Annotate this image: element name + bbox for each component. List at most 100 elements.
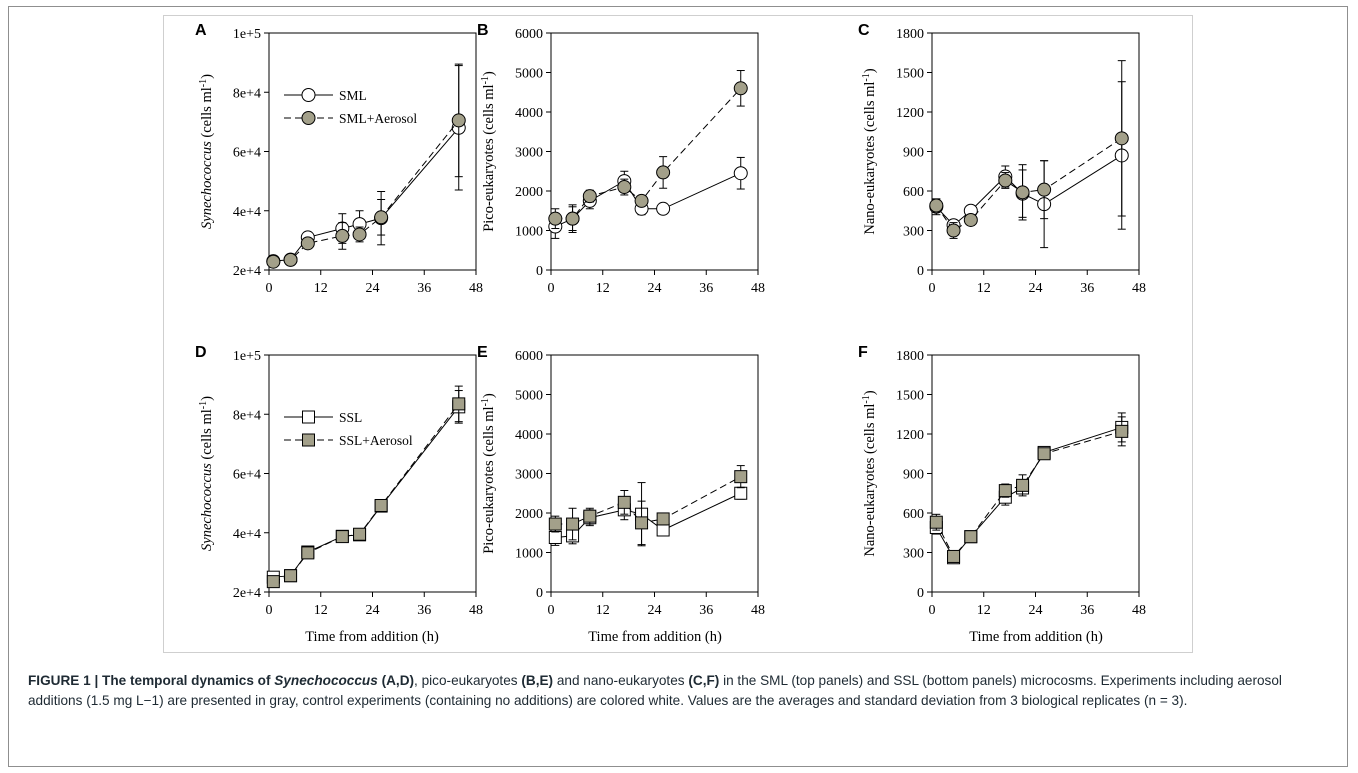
data-point-a: [335, 228, 350, 243]
data-point-c: [946, 223, 961, 238]
x-tick-label-d: 0: [266, 603, 273, 618]
legend-marker-d: [302, 410, 315, 424]
data-point-a: [374, 210, 389, 225]
x-tick-label-e: 12: [596, 603, 610, 618]
data-point-b: [733, 81, 748, 96]
panel-letter-a: A: [195, 22, 207, 39]
data-point-b: [656, 165, 671, 180]
data-point-c: [1114, 131, 1129, 146]
x-tick-label-b: 24: [648, 281, 662, 296]
x-tick-label-c: 24: [1029, 281, 1043, 296]
legend-label-a: SML+Aerosol: [339, 111, 417, 126]
data-point-e: [734, 486, 748, 500]
y-tick-label-e: 6000: [515, 349, 543, 364]
y-tick-label-e: 3000: [515, 468, 543, 483]
y-tick-label-f: 1500: [896, 389, 924, 404]
x-tick-label-f: 48: [1132, 603, 1146, 618]
x-tick-label-c: 0: [929, 281, 936, 296]
y-tick-label-e: 4000: [515, 428, 543, 443]
y-tick-label-f: 900: [903, 468, 924, 483]
y-tick-label-f: 600: [903, 507, 924, 522]
x-tick-label-f: 36: [1080, 603, 1094, 618]
y-axis-label-d: Synechococcus (cells ml-1): [198, 396, 215, 551]
x-tick-label-f: 24: [1029, 603, 1043, 618]
data-point-b: [548, 211, 563, 226]
data-point-c: [929, 198, 944, 213]
x-tick-label-f: 0: [929, 603, 936, 618]
y-tick-label-a: 6e+4: [233, 146, 261, 161]
x-tick-label-c: 36: [1080, 281, 1094, 296]
y-tick-label-e: 2000: [515, 507, 543, 522]
x-tick-label-b: 12: [596, 281, 610, 296]
panel-a: A 0 12 24 36 48 2e+4 4e+4 6e+4 8e+4 1e+5 Synechococ…: [195, 22, 483, 296]
data-point-e: [617, 495, 631, 509]
data-point-d: [353, 527, 367, 541]
y-tick-label-a: 4e+4: [233, 205, 261, 220]
caption-taxon: Synechococcus: [274, 673, 378, 688]
x-tick-label-b: 36: [699, 281, 713, 296]
data-point-c: [1015, 185, 1030, 200]
data-point-c: [998, 173, 1013, 188]
y-tick-label-d: 6e+4: [233, 468, 261, 483]
legend-marker-d: [302, 433, 315, 447]
x-tick-label-a: 12: [314, 281, 328, 296]
y-tick-label-d: 4e+4: [233, 527, 261, 542]
x-tick-label-f: 12: [977, 603, 991, 618]
panel-b: B 0 12 24 36 48 0 1000 2000 3000 4000 5000 6000 Pico-…: [477, 22, 765, 296]
x-axis-label-e: Time from addition (h): [588, 629, 722, 645]
data-point-a: [266, 254, 281, 269]
data-point-e: [566, 517, 580, 531]
y-tick-label-c: 1500: [896, 67, 924, 82]
y-tick-label-b: 3000: [515, 146, 543, 161]
x-tick-label-d: 36: [417, 603, 431, 618]
data-point-c: [963, 212, 978, 227]
data-point-e: [734, 470, 748, 484]
caption-seg2: , pico-eukaryotes: [414, 673, 522, 688]
data-point-f: [1115, 424, 1129, 438]
x-tick-label-c: 12: [977, 281, 991, 296]
panel-d-frame: [268, 354, 477, 593]
panel-f-frame: [931, 354, 1140, 593]
x-axis-label-f: Time from addition (h): [969, 629, 1103, 645]
y-tick-label-e: 1000: [515, 547, 543, 562]
panel-letter-c: C: [858, 22, 870, 39]
y-tick-label-c: 0: [917, 264, 924, 279]
caption-panels-ad: (A,D): [377, 673, 415, 688]
y-tick-label-d: 1e+5: [233, 349, 261, 364]
y-tick-label-b: 4000: [515, 106, 543, 121]
legend-marker-a: [301, 88, 316, 102]
y-axis-label-f: Nano-eukaryotes (cells ml-1): [861, 390, 878, 556]
data-point-b: [733, 166, 748, 181]
data-point-a: [300, 236, 315, 251]
x-tick-label-b: 0: [548, 281, 555, 296]
figure-caption: FIGURE 1 | The temporal dynamics of Syne…: [28, 671, 1333, 711]
y-axis-label-c: Nano-eukaryotes (cells ml-1): [861, 68, 878, 234]
data-point-d: [374, 498, 388, 512]
y-tick-label-b: 1000: [515, 225, 543, 240]
x-tick-label-d: 24: [366, 603, 380, 618]
data-point-a: [283, 252, 298, 267]
legend-label-d: SSL+Aerosol: [339, 433, 413, 448]
x-tick-label-e: 36: [699, 603, 713, 618]
y-tick-label-a: 1e+5: [233, 27, 261, 42]
x-tick-label-a: 48: [469, 281, 483, 296]
data-point-d: [335, 530, 349, 544]
y-tick-label-b: 6000: [515, 27, 543, 42]
data-point-b: [582, 189, 597, 204]
y-axis-label-a: Synechococcus (cells ml-1): [198, 74, 215, 229]
panel-b-frame: [550, 32, 759, 271]
y-tick-label-d: 2e+4: [233, 586, 261, 601]
data-point-f: [964, 530, 978, 544]
x-tick-label-d: 12: [314, 603, 328, 618]
data-point-d: [301, 546, 315, 560]
y-axis-label-b: Pico-eukaryotes (cells ml-1): [480, 71, 497, 232]
x-tick-label-b: 48: [751, 281, 765, 296]
legend-label-a: SML: [339, 88, 367, 103]
y-axis-label-e: Pico-eukaryotes (cells ml-1): [480, 393, 497, 554]
x-tick-label-a: 0: [266, 281, 273, 296]
data-point-c: [1037, 182, 1052, 197]
panel-a-frame: [268, 32, 477, 271]
data-point-e: [656, 512, 670, 526]
data-point-e: [656, 523, 670, 537]
